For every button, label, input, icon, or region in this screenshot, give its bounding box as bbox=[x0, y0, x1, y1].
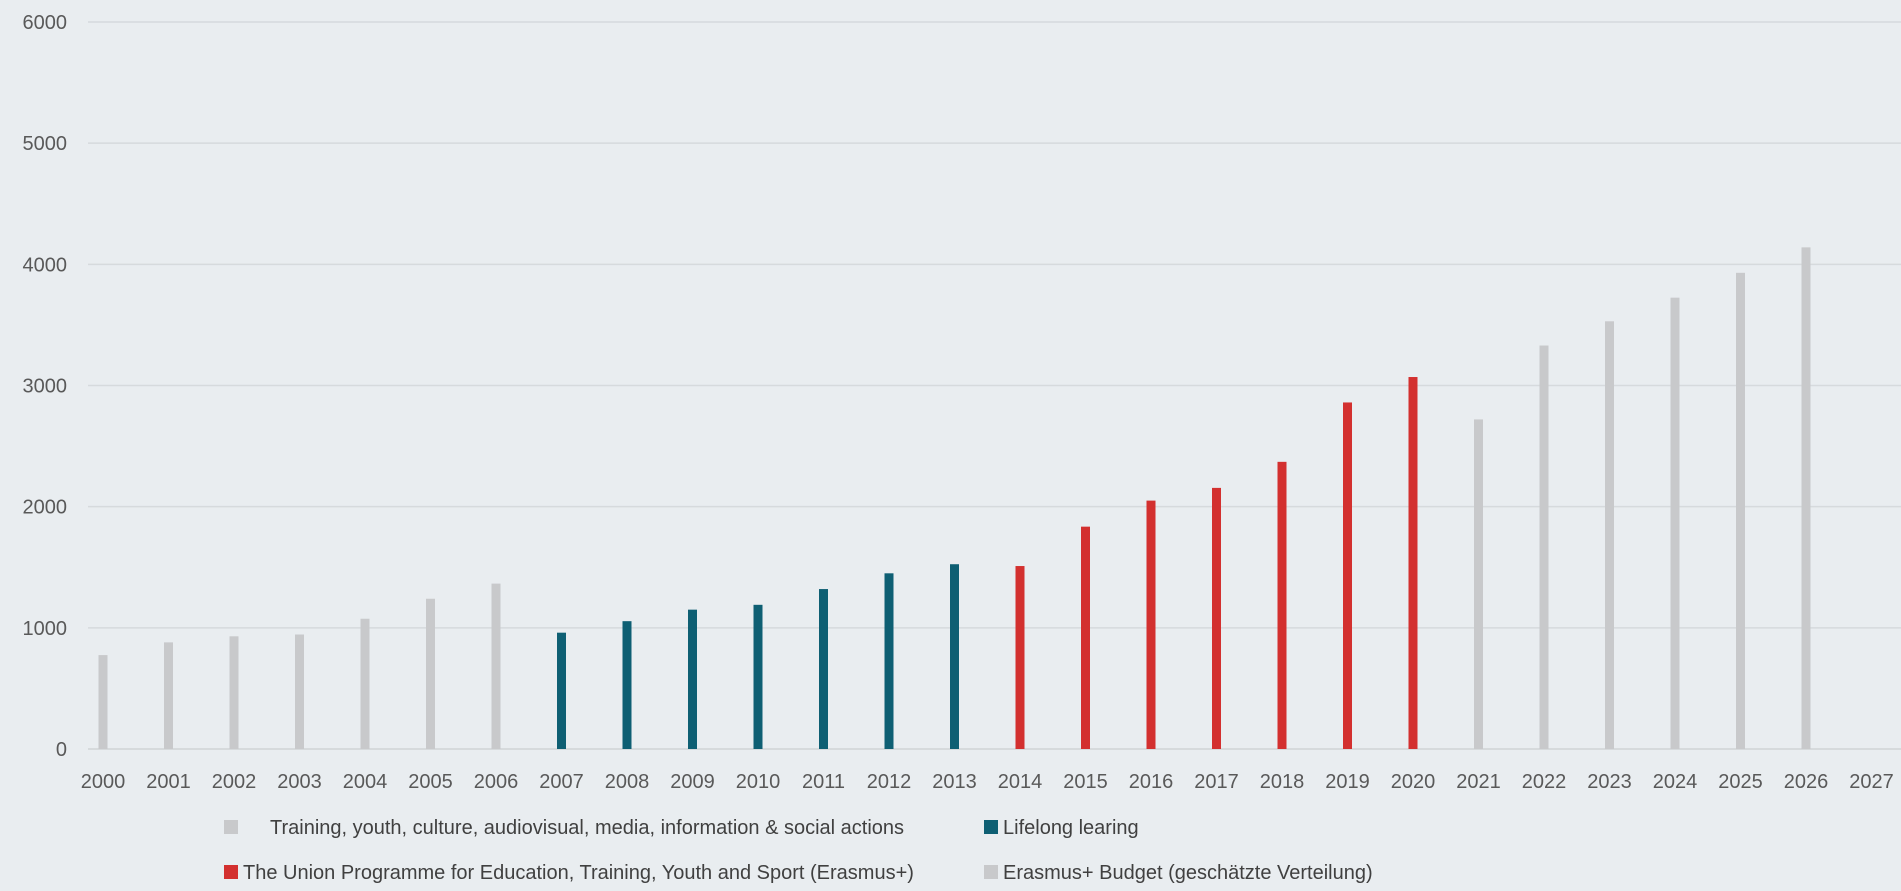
x-tick-label: 2008 bbox=[605, 771, 650, 793]
y-tick-label: 0 bbox=[56, 739, 67, 761]
y-tick-label: 3000 bbox=[23, 376, 68, 398]
bar bbox=[1670, 297, 1680, 749]
bar bbox=[1539, 345, 1549, 749]
bar bbox=[884, 573, 894, 749]
x-tick-label: 2002 bbox=[212, 771, 257, 793]
x-tick-label: 2017 bbox=[1194, 771, 1239, 793]
x-tick-label: 2027 bbox=[1849, 771, 1894, 793]
legend-label: Lifelong learing bbox=[1003, 817, 1139, 839]
legend: Training, youth, culture, audiovisual, m… bbox=[224, 817, 1373, 884]
x-tick-label: 2013 bbox=[932, 771, 977, 793]
x-tick-label: 2026 bbox=[1784, 771, 1829, 793]
x-tick-label: 2003 bbox=[277, 771, 322, 793]
bar bbox=[950, 564, 959, 749]
x-tick-label: 2001 bbox=[146, 771, 191, 793]
bar bbox=[1015, 566, 1025, 749]
bar bbox=[491, 583, 501, 749]
legend-swatch bbox=[984, 820, 998, 834]
x-tick-label: 2015 bbox=[1063, 771, 1108, 793]
x-axis-ticks: 2000 2001 2002 2003 2004 2005 2006 2007 2008 2009… bbox=[81, 771, 1894, 793]
bar bbox=[1343, 402, 1352, 749]
legend-swatch bbox=[984, 865, 998, 879]
legend-label: The Union Programme for Education, Train… bbox=[243, 862, 914, 884]
bar bbox=[688, 609, 697, 749]
x-tick-label: 2009 bbox=[670, 771, 715, 793]
y-tick-label: 6000 bbox=[23, 12, 68, 34]
bar bbox=[295, 634, 304, 749]
bars bbox=[98, 247, 1811, 749]
bar bbox=[1212, 487, 1221, 749]
bar bbox=[426, 598, 435, 749]
bar bbox=[1081, 526, 1090, 749]
x-tick-label: 2024 bbox=[1653, 771, 1698, 793]
y-tick-label: 2000 bbox=[23, 497, 68, 519]
bar bbox=[557, 632, 566, 749]
bar bbox=[229, 636, 239, 749]
x-tick-label: 2022 bbox=[1522, 771, 1567, 793]
x-tick-label: 2021 bbox=[1456, 771, 1501, 793]
x-tick-label: 2020 bbox=[1391, 771, 1436, 793]
y-tick-label: 5000 bbox=[23, 133, 68, 155]
x-tick-label: 2004 bbox=[343, 771, 388, 793]
bar bbox=[98, 655, 108, 749]
x-tick-label: 2010 bbox=[736, 771, 781, 793]
bar bbox=[1474, 419, 1483, 749]
x-tick-label: 2007 bbox=[539, 771, 584, 793]
bar bbox=[1146, 500, 1156, 749]
x-tick-label: 2018 bbox=[1260, 771, 1305, 793]
legend-label: Training, youth, culture, audiovisual, m… bbox=[270, 817, 904, 839]
bar bbox=[753, 604, 763, 749]
y-axis-ticks: 0 1000 2000 3000 4000 5000 6000 bbox=[23, 12, 68, 761]
y-tick-label: 4000 bbox=[23, 254, 68, 276]
x-tick-label: 2016 bbox=[1129, 771, 1174, 793]
legend-label: Erasmus+ Budget (geschätzte Verteilung) bbox=[1003, 862, 1373, 884]
bar bbox=[1277, 461, 1287, 749]
x-tick-label: 2025 bbox=[1718, 771, 1763, 793]
gridlines bbox=[88, 21, 1901, 750]
y-tick-label: 1000 bbox=[23, 618, 68, 640]
bar bbox=[622, 621, 632, 749]
legend-swatch bbox=[224, 865, 238, 879]
x-tick-label: 2019 bbox=[1325, 771, 1370, 793]
bar bbox=[164, 642, 173, 749]
legend-swatch bbox=[224, 820, 238, 834]
bar bbox=[360, 618, 370, 749]
x-tick-label: 2011 bbox=[802, 771, 845, 793]
x-tick-label: 2014 bbox=[998, 771, 1043, 793]
bar bbox=[1736, 272, 1745, 749]
x-tick-label: 2000 bbox=[81, 771, 126, 793]
bar bbox=[1408, 377, 1418, 749]
x-tick-label: 2005 bbox=[408, 771, 453, 793]
bar bbox=[1801, 247, 1811, 749]
x-tick-label: 2012 bbox=[867, 771, 912, 793]
bar bbox=[819, 589, 828, 749]
bar bbox=[1605, 321, 1614, 749]
x-tick-label: 2006 bbox=[474, 771, 519, 793]
x-tick-label: 2023 bbox=[1587, 771, 1632, 793]
